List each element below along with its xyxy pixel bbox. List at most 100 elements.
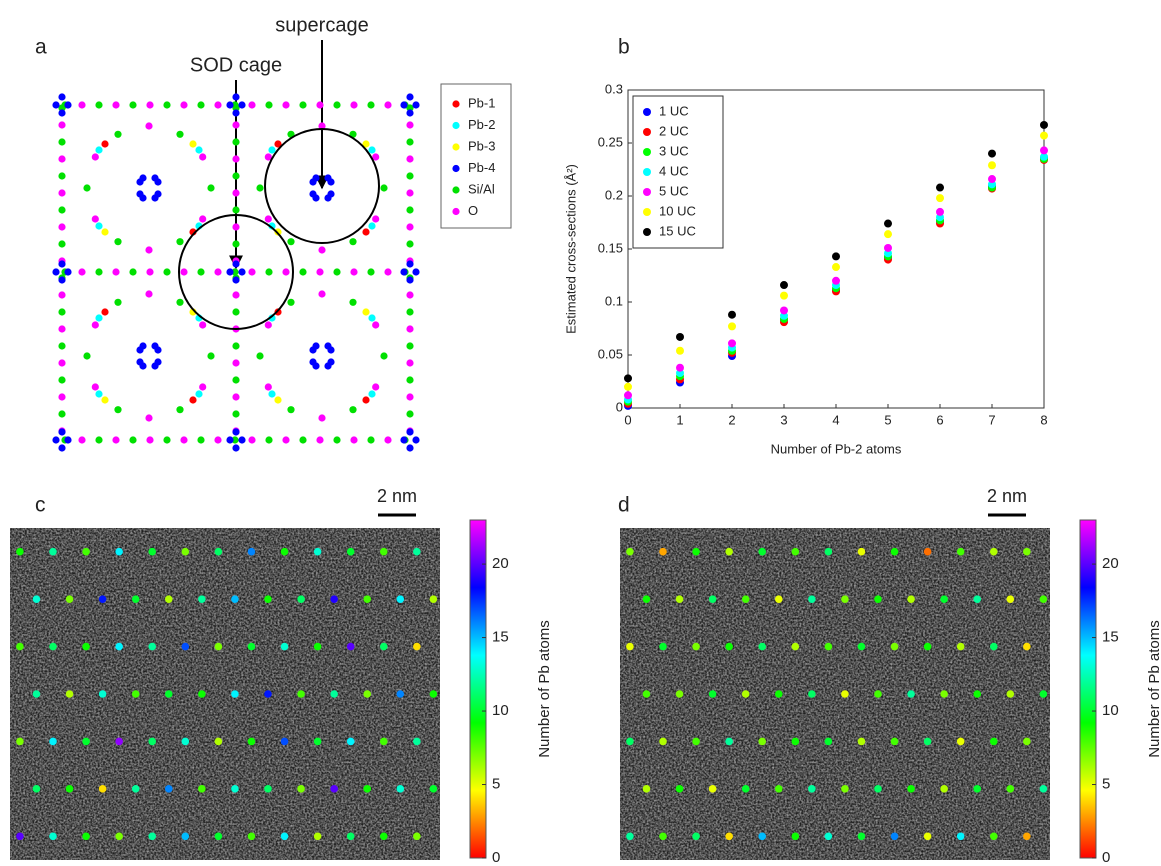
- atom-column: [973, 690, 982, 698]
- atom-column: [907, 690, 915, 698]
- atom-column: [989, 832, 998, 841]
- atom: [101, 228, 109, 236]
- atom-column: [841, 785, 849, 793]
- atom: [101, 396, 109, 404]
- atom: [180, 268, 188, 276]
- marker: [624, 391, 632, 400]
- atom-column: [346, 642, 355, 651]
- atom: [232, 291, 240, 299]
- atom-column: [940, 785, 948, 793]
- atom-column: [841, 595, 849, 603]
- atom-column: [923, 642, 932, 651]
- atom-column: [115, 832, 123, 841]
- atom: [256, 184, 264, 192]
- marker: [728, 310, 736, 319]
- atom: [265, 436, 273, 444]
- atom-column: [131, 595, 140, 603]
- atom-column: [214, 737, 223, 746]
- atom: [52, 101, 60, 109]
- panel-label: b: [618, 36, 630, 59]
- atom-column: [429, 785, 438, 793]
- legend-label: 5 UC: [659, 183, 689, 198]
- atom: [214, 101, 222, 109]
- atom: [195, 390, 203, 398]
- atom: [58, 240, 66, 248]
- atom-column: [413, 737, 421, 746]
- atom-column: [148, 832, 157, 841]
- atom: [372, 215, 380, 223]
- marker: [780, 291, 788, 300]
- atom: [91, 383, 99, 391]
- atom-column: [181, 547, 190, 556]
- atom-column: [264, 690, 272, 698]
- atom-column: [989, 547, 998, 556]
- atom-column: [874, 595, 882, 603]
- atom-column: [642, 785, 651, 793]
- atom-column: [247, 547, 256, 556]
- x-tick-label: 2: [728, 412, 735, 427]
- atom: [64, 268, 72, 276]
- atom-column: [198, 690, 206, 698]
- atom-column: [148, 547, 157, 556]
- atom: [114, 298, 122, 306]
- legend-marker: [643, 128, 651, 136]
- colorbar-tick-label: 20: [1102, 555, 1119, 572]
- atom: [95, 436, 103, 444]
- atom: [299, 436, 307, 444]
- atom: [232, 342, 240, 350]
- atom-column: [231, 785, 239, 793]
- atom-column: [429, 690, 438, 698]
- atom: [406, 93, 414, 101]
- atom: [58, 138, 66, 146]
- y-tick-label: 0: [616, 399, 623, 414]
- atom: [58, 93, 66, 101]
- atom: [324, 194, 332, 202]
- colorbar-label: Number of Pb atoms: [536, 620, 553, 758]
- atom: [384, 436, 392, 444]
- marker: [676, 332, 684, 341]
- atom-column: [280, 547, 289, 556]
- atom: [199, 153, 207, 161]
- atom: [199, 383, 207, 391]
- atom: [151, 174, 159, 182]
- atom: [318, 290, 326, 298]
- atom-column: [429, 595, 438, 603]
- atom-column: [231, 595, 239, 603]
- atom: [207, 352, 215, 360]
- atom: [52, 436, 60, 444]
- legend-marker: [643, 168, 651, 176]
- atom: [232, 240, 240, 248]
- atom-column: [32, 690, 41, 698]
- x-tick-label: 4: [832, 412, 839, 427]
- atom-column: [16, 832, 24, 841]
- atom: [95, 222, 103, 230]
- legend-label: Si/Al: [468, 181, 495, 196]
- atom-column: [32, 595, 41, 603]
- atom: [406, 240, 414, 248]
- atom: [406, 172, 414, 180]
- atom: [264, 321, 272, 329]
- atom-column: [115, 737, 123, 746]
- colorbar-tick-label: 0: [492, 849, 500, 866]
- atom-column: [857, 547, 866, 556]
- atom-column: [131, 690, 140, 698]
- atom-column: [413, 642, 421, 651]
- atom-column: [313, 737, 322, 746]
- atom: [197, 436, 205, 444]
- atom: [176, 130, 184, 138]
- atom: [406, 410, 414, 418]
- atom: [101, 308, 109, 316]
- atom: [406, 276, 414, 284]
- atom-column: [791, 737, 800, 746]
- atom-column: [791, 547, 800, 556]
- marker: [988, 161, 996, 170]
- atom-column: [626, 547, 634, 556]
- atom-column: [642, 595, 651, 603]
- atom-column: [297, 595, 305, 603]
- atom-column: [313, 547, 322, 556]
- atom: [268, 146, 276, 154]
- marker: [624, 374, 632, 383]
- atom-column: [956, 547, 965, 556]
- atom: [95, 268, 103, 276]
